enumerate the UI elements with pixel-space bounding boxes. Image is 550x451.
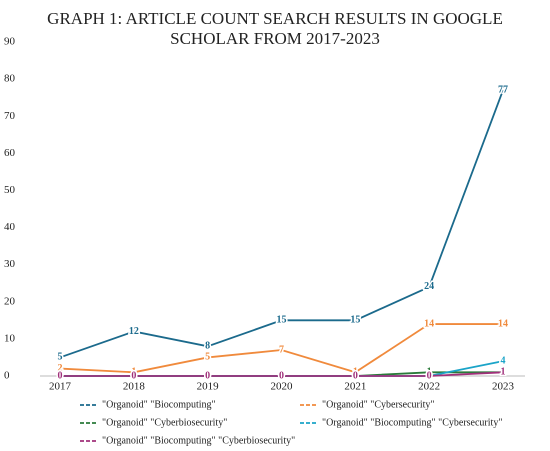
legend-label: "Organoid" "Biocomputing" (102, 399, 216, 410)
y-tick-label: 10 (4, 332, 16, 344)
data-label: 0 (205, 370, 210, 381)
data-label: 4 (501, 355, 506, 366)
legend-label: "Organoid" "Biocomputing" "Cyberbiosecur… (102, 435, 295, 446)
data-label: 2 (58, 363, 63, 374)
data-label: 14 (424, 318, 434, 329)
data-label: 0 (205, 370, 210, 381)
series-line (59, 89, 504, 359)
data-label: 0 (279, 370, 284, 381)
data-label: 0 (131, 370, 136, 381)
y-tick-label: 0 (4, 370, 10, 382)
data-label: 24 (424, 281, 434, 292)
data-label: 1 (131, 367, 136, 378)
data-label: 7 (279, 344, 284, 355)
y-tick-label: 40 (4, 221, 16, 233)
data-label: 0 (58, 370, 63, 381)
series-line (59, 323, 503, 374)
y-tick-label: 20 (4, 295, 16, 307)
data-label: 0 (131, 370, 136, 381)
x-tick-label: 2020 (271, 381, 294, 393)
data-label: 5 (58, 352, 63, 363)
legend-label: "Organoid" "Cybersecurity" (322, 399, 435, 410)
legend-label: "Organoid" "Biocomputing" "Cybersecurity… (322, 417, 502, 428)
data-label: 0 (279, 370, 284, 381)
y-tick-label: 90 (4, 36, 16, 48)
data-label: 0 (131, 370, 136, 381)
x-tick-label: 2018 (123, 381, 146, 393)
data-label: 0 (279, 370, 284, 381)
y-tick-label: 80 (4, 73, 16, 85)
x-tick-label: 2019 (197, 381, 220, 393)
y-tick-label: 70 (4, 110, 16, 122)
data-label: 77 (498, 85, 508, 96)
data-label: 1 (501, 367, 506, 378)
data-label: 0 (205, 370, 210, 381)
data-label: 1 (353, 367, 358, 378)
data-label: 1 (427, 367, 432, 378)
data-label: 0 (353, 370, 358, 381)
data-label: 0 (353, 370, 358, 381)
data-label: 0 (58, 370, 63, 381)
legend-label: "Organoid" "Cyberbiosecurity" (102, 417, 227, 428)
chart-title: SCHOLAR FROM 2017-2023 (170, 29, 380, 48)
data-label: 0 (58, 370, 63, 381)
data-label: 8 (205, 341, 210, 352)
data-label: 1 (501, 367, 506, 378)
x-tick-label: 2022 (418, 381, 440, 393)
data-label: 15 (350, 315, 360, 326)
data-label: 0 (353, 370, 358, 381)
data-label: 12 (129, 326, 139, 337)
data-label: 15 (277, 315, 287, 326)
x-tick-label: 2017 (49, 381, 72, 393)
chart-title: GRAPH 1: ARTICLE COUNT SEARCH RESULTS IN… (47, 9, 503, 28)
x-tick-label: 2023 (492, 381, 515, 393)
y-tick-label: 60 (4, 147, 16, 159)
y-tick-label: 30 (4, 258, 16, 270)
x-tick-label: 2021 (344, 381, 366, 393)
y-tick-label: 50 (4, 184, 16, 196)
series-line (60, 371, 504, 377)
data-label: 0 (427, 370, 432, 381)
data-label: 0 (427, 370, 432, 381)
data-label: 5 (205, 352, 210, 363)
data-label: 14 (498, 318, 508, 329)
